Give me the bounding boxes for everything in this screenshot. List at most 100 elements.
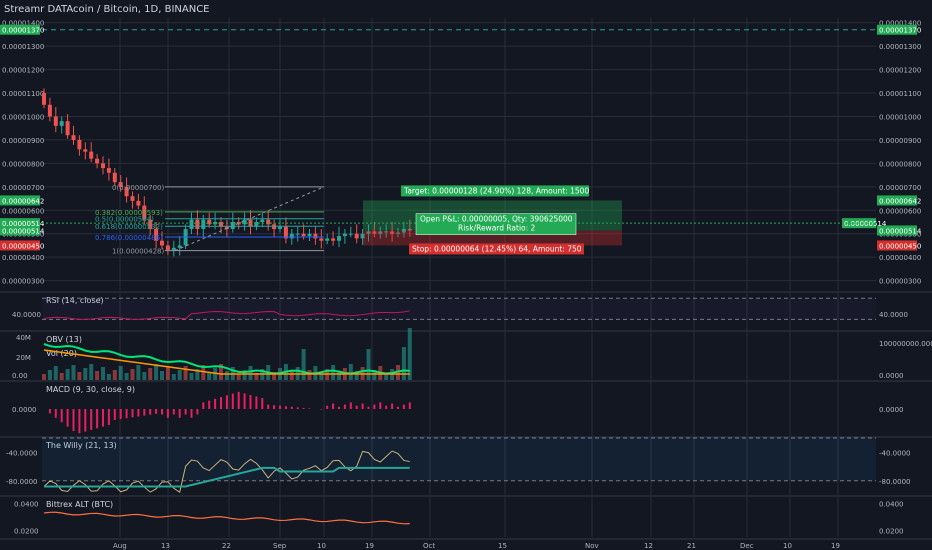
entry-price-badge: 0.00000514: [2, 227, 45, 235]
macd-histogram-bar: [125, 409, 128, 419]
obv-tick-label: 0.0000: [879, 372, 904, 380]
macd-histogram-bar: [107, 409, 110, 425]
macd-histogram-bar: [237, 391, 240, 409]
price-tick-label: 0.00000700: [879, 184, 921, 192]
macd-histogram-bar: [267, 404, 270, 409]
volume-tick-label: 40M: [16, 334, 31, 342]
candle: [160, 240, 164, 246]
target-price-badge-right: 0.00000642: [879, 197, 921, 205]
time-tick-label: Dec: [740, 542, 754, 550]
candle: [89, 151, 94, 159]
volume-bar: [148, 368, 153, 380]
volume-bar: [407, 328, 412, 380]
macd-histogram-bar: [66, 409, 69, 427]
macd-histogram-bar: [284, 406, 287, 409]
macd-histogram-bar: [343, 404, 346, 409]
fib-level-label: 1(0.00000428): [112, 248, 164, 256]
candle: [242, 219, 247, 225]
pane-subtitle: Vol (20): [46, 349, 77, 358]
candle: [101, 163, 105, 169]
stop-price-badge: 0.00000450: [2, 242, 44, 250]
volume-bar: [47, 370, 52, 380]
pane-title: MACD (9, 30, close, 9): [46, 385, 135, 394]
last-price-badge: 0.00000514: [2, 220, 45, 228]
macd-histogram-bar: [161, 409, 163, 415]
price-tick-label: 0.00001300: [879, 43, 921, 51]
macd-histogram-bar: [137, 409, 140, 417]
time-tick-label: 22: [222, 542, 231, 550]
time-tick-label: 10: [317, 542, 326, 550]
candle: [142, 205, 147, 220]
willy-tick-label: -40.0000: [6, 449, 37, 457]
candle: [118, 182, 123, 187]
volume-bar: [165, 367, 170, 380]
hline-price-badge-right: 0.00001370: [879, 27, 921, 35]
volume-bar: [354, 371, 359, 380]
candle: [354, 233, 359, 239]
volume-ma-line: [43, 349, 410, 375]
macd-histogram-bar: [391, 403, 394, 409]
price-tick-label: 0.00000800: [2, 160, 44, 168]
volume-bar: [42, 374, 46, 380]
volume-bar: [301, 349, 306, 380]
willy-signal-line: [44, 466, 410, 488]
macd-histogram-bar: [231, 393, 234, 409]
candle: [337, 236, 341, 241]
candle: [106, 168, 111, 173]
price-tick-label: 0.00000300: [879, 278, 921, 286]
volume-bar: [136, 365, 141, 380]
pnl-label: Open P&L: 0.00000005, Qty: 390625000: [420, 215, 573, 224]
volume-bar: [142, 372, 147, 380]
candle: [136, 200, 141, 206]
macd-histogram-bar: [178, 409, 181, 418]
price-tick-label: 0.00000600: [879, 207, 921, 215]
rsi-tick-label: 40.0000: [12, 311, 41, 319]
fib-level-label: 0(0.00000700): [112, 184, 164, 192]
candle: [130, 196, 135, 201]
price-tick-label: 0.00001400: [2, 20, 44, 28]
alt-tick-label: 0.0400: [14, 501, 39, 509]
price-tick-label: 0.00000400: [879, 254, 921, 262]
volume-bar: [130, 369, 135, 380]
hline-price-badge-bg: [0, 24, 40, 35]
candle: [313, 233, 318, 239]
rsi-line: [43, 310, 410, 320]
candle: [124, 186, 129, 197]
volume-bar: [248, 366, 253, 380]
target-label-bg: [401, 185, 589, 197]
volume-bar: [65, 369, 70, 380]
entry-price-badge-bg: [0, 225, 40, 236]
pnl-label-bg: [415, 213, 577, 235]
volume-bar: [254, 373, 259, 380]
candle: [278, 226, 282, 230]
fib-level-label: 0.5(0.00000564): [95, 216, 154, 224]
willy-line: [43, 450, 410, 493]
time-tick-label: 19: [831, 542, 840, 550]
price-tick-label: 0.00000900: [879, 137, 921, 145]
time-tick-label: 15: [498, 542, 507, 550]
willy-tick-label: -40.0000: [879, 449, 910, 457]
volume-bar: [118, 366, 123, 380]
macd-histogram-bar: [261, 398, 264, 409]
macd-histogram-bar: [326, 405, 329, 409]
candle: [342, 233, 347, 237]
macd-histogram-bar: [166, 409, 169, 418]
stop-price-badge-right: 0.00000450: [879, 242, 921, 250]
macd-histogram-bar: [273, 405, 276, 409]
macd-histogram-bar: [243, 393, 246, 409]
price-tick-label: 0.00001000: [879, 113, 921, 121]
candle: [47, 104, 52, 117]
macd-histogram-bar: [143, 409, 146, 416]
candle: [207, 219, 212, 225]
price-tick-label: 0.00001200: [879, 67, 921, 75]
macd-histogram-bar: [119, 409, 122, 420]
stop-price-badge-right-bg: [877, 240, 917, 251]
candle: [201, 219, 206, 230]
candle: [254, 222, 259, 227]
macd-histogram-bar: [54, 409, 57, 418]
macd-histogram-bar: [308, 408, 311, 409]
candle: [390, 231, 395, 234]
time-tick-label: Oct: [423, 542, 435, 550]
macd-histogram-bar: [113, 409, 116, 420]
